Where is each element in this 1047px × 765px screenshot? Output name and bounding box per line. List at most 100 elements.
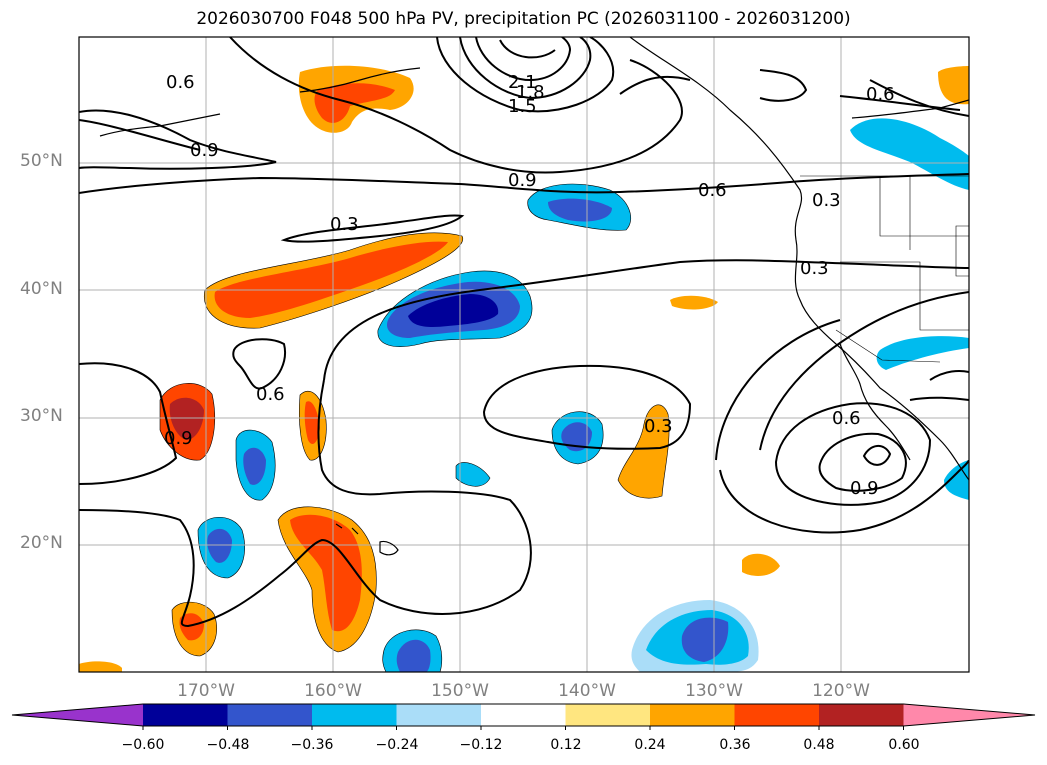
pv-contours	[79, 37, 969, 628]
lat-label-40n: 40°N	[20, 279, 63, 299]
pv-contour-line	[232, 338, 286, 390]
pv-contour-line	[499, 39, 556, 59]
pv-contour-label: 0.3	[812, 190, 841, 211]
colorbar-extend-max	[903, 704, 1035, 726]
pv-contour-line	[482, 364, 692, 450]
colorbar-segment	[565, 704, 651, 726]
colorbar-tick-label: 0.12	[550, 737, 582, 753]
precip-negative-area	[876, 336, 969, 370]
lon-label-130w: 130°W	[685, 681, 743, 701]
precip-negative-core	[207, 528, 232, 563]
precip-positive-core	[214, 241, 448, 318]
colorbar-segment	[819, 704, 904, 726]
colorbar-tick-label: −0.48	[206, 737, 250, 753]
colorbar-tick-label: 0.48	[803, 737, 835, 753]
lon-label-170w: 170°W	[177, 681, 235, 701]
pv-contour-line	[759, 69, 808, 102]
pv-contour-line	[79, 173, 969, 194]
graticule	[79, 37, 969, 672]
pv-contour-label: 0.6	[866, 84, 895, 105]
pv-contour-line	[869, 79, 969, 117]
pv-contour-line	[619, 75, 691, 95]
pv-contour-line	[280, 214, 465, 243]
lon-label-160w: 160°W	[304, 681, 362, 701]
pv-contour-line	[719, 459, 969, 534]
pv-contour-label: 0.9	[850, 478, 879, 499]
map-title: 2026030700 F048 500 hPa PV, precipitatio…	[196, 9, 851, 29]
pv-contour-label: 0.9	[190, 140, 219, 161]
precip-negative-core	[243, 447, 266, 485]
pv-contour-label: 0.6	[698, 180, 727, 201]
lat-label-20n: 20°N	[20, 533, 63, 553]
colorbar-segment	[650, 704, 735, 726]
colorbar-segment	[481, 704, 566, 726]
precip-positive-area	[670, 295, 718, 310]
precip-negative-core	[408, 294, 499, 327]
map-frame	[78, 36, 970, 673]
precip-positive-area	[617, 404, 670, 499]
pv-contour-line	[79, 362, 178, 485]
pv-contour-line	[818, 432, 907, 492]
pv-contour-line	[909, 396, 969, 401]
pv-contour-label: 2.1	[508, 72, 537, 93]
pv-contour-line	[774, 402, 932, 506]
pv-contour-line	[459, 37, 592, 100]
political-borders	[800, 175, 969, 363]
pv-contour-line	[323, 259, 969, 381]
pv-contour-line	[929, 370, 969, 381]
pv-contour-label: 0.3	[330, 214, 359, 235]
colorbar-tick-label: 0.24	[634, 737, 666, 753]
pv-contour-line	[436, 37, 615, 113]
map-background	[79, 37, 969, 672]
precip-positive-area	[79, 661, 122, 672]
precip-negative-core	[396, 639, 431, 672]
pv-contour-label: 0.9	[508, 170, 537, 191]
pv-contour-line	[229, 37, 683, 174]
pv-contour-label: 1.8	[516, 82, 545, 103]
pv-contour-label: 0.3	[644, 416, 673, 437]
colorbar-segment	[143, 704, 228, 726]
lon-label-140w: 140°W	[558, 681, 616, 701]
pv-contour-line	[862, 445, 892, 466]
pv-contour-label: 0.3	[800, 258, 829, 279]
pv-contour-line	[79, 379, 532, 628]
pv-contour-line	[839, 95, 961, 111]
colorbar-segment	[227, 704, 313, 726]
pv-contour-line	[475, 37, 572, 82]
precip-positive-core	[169, 397, 204, 440]
precip-negative-area	[455, 462, 491, 487]
colorbar-tick-label: −0.60	[121, 737, 165, 753]
lat-label-30n: 30°N	[20, 406, 63, 426]
colorbar-segment	[396, 704, 482, 726]
precip-negative-core	[681, 617, 729, 662]
colorbar-tick-label: 0.60	[888, 737, 920, 753]
colorbar-tick-label: −0.36	[290, 737, 334, 753]
lon-label-150w: 150°W	[431, 681, 489, 701]
colorbar-segment	[734, 704, 820, 726]
pv-contour-label-group: 0.6 0.9 2.1 1.8 1.5 0.9 0.6 0.3 0.3 0.3 …	[164, 72, 895, 499]
colorbar-tick-label: 0.36	[719, 737, 751, 753]
lon-label-120w: 120°W	[812, 681, 870, 701]
precip-negative-mid	[548, 198, 612, 222]
pv-contour-label: 0.6	[832, 408, 861, 429]
precip-negative-area	[850, 118, 969, 190]
pv-contour-label: 0.6	[166, 72, 195, 93]
pv-contour-line	[79, 109, 277, 170]
lat-label-50n: 50°N	[20, 151, 63, 171]
precip-positive-core	[290, 514, 362, 632]
pv-contour-label: 1.5	[508, 96, 537, 117]
coastlines	[99, 37, 969, 556]
precip-positive-area	[938, 66, 969, 105]
pv-contour-label: 0.6	[256, 384, 285, 405]
precip-negative-core	[561, 422, 592, 452]
precip-positive-core	[179, 613, 204, 641]
precip-positive-area	[742, 553, 780, 576]
pv-contour-line	[759, 291, 969, 451]
colorbar-tick-label: −0.24	[375, 737, 419, 753]
pv-contour-line	[715, 319, 841, 461]
pv-contour-line	[79, 119, 201, 151]
colorbar-segment	[312, 704, 397, 726]
colorbar-tick-label: −0.12	[459, 737, 503, 753]
pv-contour-label: 0.9	[164, 428, 193, 449]
